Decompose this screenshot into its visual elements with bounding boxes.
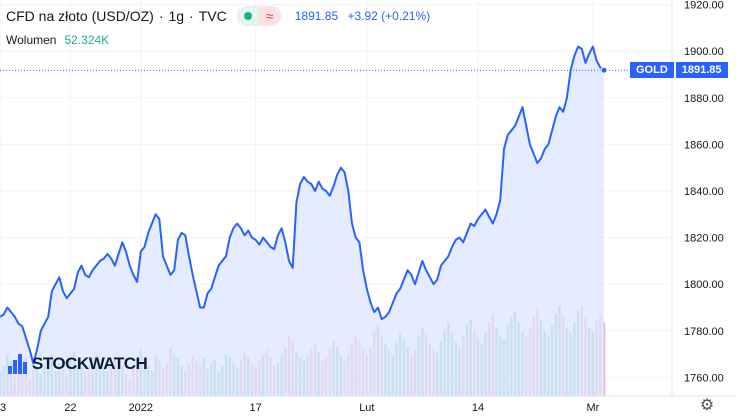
price-tick-label: 1780.00 (684, 326, 724, 338)
time-tick-label: 2022 (129, 402, 153, 414)
time-tick-label: 13 (0, 402, 6, 414)
price-tick-label: 1840.00 (684, 186, 724, 198)
separator: · (158, 8, 164, 24)
last-price-tag: GOLD 1891.85 (630, 62, 728, 79)
price-tick-label: 1760.00 (684, 372, 724, 384)
last-price-marker (600, 66, 608, 74)
symbol-title[interactable]: CFD na złoto (USD/OZ) (6, 8, 154, 24)
source-label: TVC (198, 8, 227, 24)
separator: · (189, 8, 194, 24)
volume-value: 52.324K (64, 33, 110, 47)
price-tick-label: 1820.00 (684, 233, 724, 245)
price-area-fill (0, 46, 604, 396)
price-tick-label: 1920.00 (684, 0, 724, 12)
logo-text: STOCKWATCH (32, 354, 148, 373)
market-open-icon[interactable] (236, 6, 259, 26)
time-scale[interactable]: 13 22 2022 17 Lut 14 Mr (0, 402, 600, 414)
time-tick-label: Mr (586, 402, 599, 414)
price-tick-label: 1880.00 (684, 93, 724, 105)
price-tick-label: 1800.00 (684, 279, 724, 291)
quote: 1891.85 +3.92 (+0.21%) (295, 9, 430, 23)
volume-label[interactable]: Wolumen (6, 33, 57, 47)
price-tag-symbol: GOLD (630, 62, 674, 79)
time-tick-label: Lut (359, 402, 374, 414)
stockwatch-logo: STOCKWATCH (8, 354, 148, 374)
time-tick-label: 17 (250, 402, 262, 414)
market-status[interactable]: ≈ (236, 6, 281, 26)
price-line (0, 45, 605, 365)
symbol-legend[interactable]: CFD na złoto (USD/OZ) · 1g · TVC ≈ 1891.… (6, 6, 430, 26)
price-change: +3.92 (+0.21%) (347, 9, 431, 23)
price-tick-label: 1900.00 (684, 46, 724, 58)
delay-icon[interactable]: ≈ (258, 6, 281, 26)
price-scale[interactable]: 1760.00 1780.00 1800.00 1820.00 1840.00 1860.… (684, 0, 724, 384)
logo-bars-icon (8, 354, 30, 374)
volume-legend[interactable]: Wolumen 52.324K (6, 33, 109, 47)
time-tick-label: 22 (64, 402, 76, 414)
gear-icon[interactable]: ⚙ (699, 397, 715, 414)
price-tick-label: 1860.00 (684, 139, 724, 151)
interval-label[interactable]: 1g (168, 8, 185, 24)
current-price: 1891.85 (294, 9, 339, 23)
price-tag-value: 1891.85 (675, 62, 728, 79)
time-tick-label: 14 (472, 402, 484, 414)
